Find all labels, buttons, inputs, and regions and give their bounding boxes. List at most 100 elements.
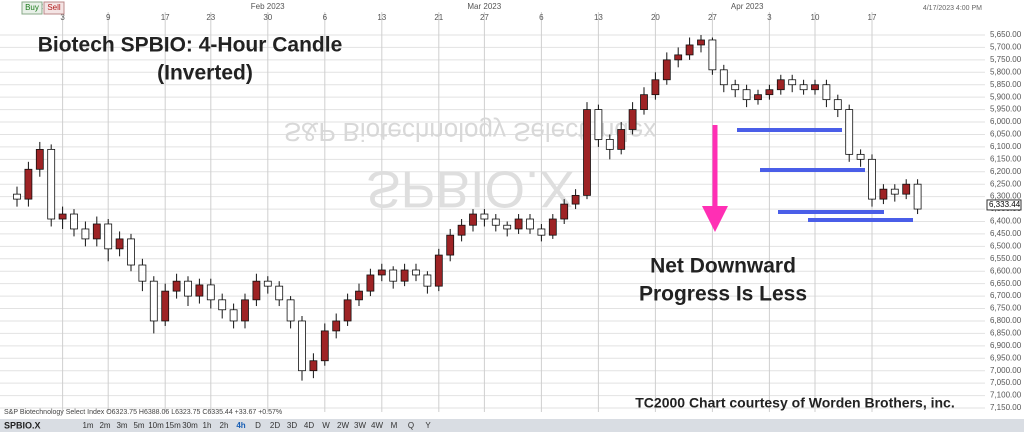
candle-body	[92, 223, 101, 240]
candle-body	[879, 188, 888, 200]
symbol[interactable]: SPBIO.X	[4, 420, 41, 430]
timeframe-button[interactable]: D	[255, 421, 261, 430]
timeframe-button[interactable]: 2m	[99, 421, 110, 430]
y-tick-label: 6,000.00	[990, 117, 1022, 126]
timeframe-button[interactable]: W	[322, 421, 330, 430]
y-tick-label: 6,250.00	[990, 179, 1022, 188]
y-tick-label: 6,200.00	[990, 167, 1022, 176]
candle-body	[560, 203, 569, 220]
timeframe-button[interactable]: 3m	[116, 421, 127, 430]
candle-body	[537, 228, 546, 236]
candle-body	[822, 84, 831, 101]
candle-body	[434, 254, 443, 287]
candle-body	[526, 218, 534, 230]
sell-button[interactable]	[43, 1, 65, 15]
timeframe-button[interactable]: Q	[408, 421, 414, 430]
candle-body	[890, 188, 899, 195]
candle-body	[81, 228, 90, 240]
x-tick-label: 3	[767, 13, 772, 22]
candle-body	[617, 129, 626, 150]
x-tick-label: 17	[161, 13, 170, 22]
candle-body	[184, 280, 192, 297]
timeframe-button[interactable]: 3W	[354, 421, 366, 430]
candle-body	[355, 290, 363, 301]
timeframe-button[interactable]: 1h	[203, 421, 212, 430]
candle-body	[138, 264, 147, 282]
y-tick-label: 5,650.00	[990, 30, 1022, 39]
y-tick-label: 6,650.00	[990, 279, 1022, 288]
candle-body	[697, 39, 705, 46]
y-tick-label: 5,750.00	[990, 55, 1022, 64]
candle-body	[47, 148, 56, 220]
candle-body	[400, 269, 409, 282]
x-group-label: Apr 2023	[731, 2, 764, 11]
candle-body	[902, 183, 911, 195]
candle-body	[423, 274, 432, 287]
candle-body	[104, 223, 113, 250]
candle-body	[845, 109, 854, 155]
timeframe-button[interactable]: 1m	[82, 421, 93, 430]
candle-body	[343, 299, 352, 322]
date-stamp: 4/17/2023 4:00 PM	[923, 5, 982, 12]
candle-body	[172, 280, 181, 292]
candle-body	[514, 218, 523, 230]
candle-body	[491, 218, 500, 226]
x-group-label: Mar 2023	[467, 2, 501, 11]
timeframe-button[interactable]: 10m	[148, 421, 164, 430]
buy-button[interactable]	[21, 1, 43, 15]
y-tick-label: 5,900.00	[990, 92, 1022, 101]
x-tick-label: 3	[60, 13, 65, 22]
x-tick-label: 13	[594, 13, 603, 22]
candle-body	[127, 238, 135, 266]
y-tick-label: 6,450.00	[990, 229, 1022, 238]
y-tick-label: 7,000.00	[990, 366, 1022, 375]
candle-body	[377, 269, 386, 276]
candle-body	[161, 290, 170, 322]
candle-body	[218, 299, 227, 311]
x-tick-label: 6	[323, 13, 328, 22]
x-tick-label: 6	[539, 13, 544, 22]
timeframe-button[interactable]: 4W	[371, 421, 383, 430]
timeframe-button[interactable]: 4h	[236, 421, 245, 430]
y-tick-label: 5,850.00	[990, 80, 1022, 89]
last-price-label: 6,333.44	[989, 200, 1021, 209]
timeframes: 1m 2m 3m 5m 10m 15m 30m 1h 2h 4h D 2D 3D 4D W 2W 3W 4W M Q Y	[82, 421, 431, 430]
candle-body	[58, 213, 67, 220]
candle-body	[776, 79, 785, 91]
candle-body	[366, 274, 375, 292]
candle-body	[605, 139, 614, 150]
candle-body	[628, 109, 637, 130]
timeframe-button[interactable]: 15m	[165, 421, 181, 430]
candle-body	[115, 238, 124, 250]
candle-body	[765, 89, 774, 96]
timeframe-button[interactable]: 2W	[337, 421, 349, 430]
timeframe-button[interactable]: 30m	[182, 421, 198, 430]
sell-label[interactable]: Sell	[47, 3, 61, 12]
chart-subtitle: (Inverted)	[157, 62, 253, 85]
candle-body	[457, 224, 466, 236]
x-tick-label: 21	[434, 13, 443, 22]
x-tick-label: 9	[106, 13, 111, 22]
y-tick-label: 6,550.00	[990, 254, 1022, 263]
timeframe-button[interactable]: Y	[425, 421, 431, 430]
candle-body	[298, 320, 306, 372]
candle-body	[594, 109, 603, 140]
timeframe-button[interactable]: 5m	[133, 421, 144, 430]
candle-body	[286, 299, 295, 322]
candle-body	[719, 69, 728, 86]
candle-body	[799, 84, 808, 91]
candle-body	[149, 280, 158, 322]
candle-body	[571, 194, 580, 205]
candle-body	[469, 213, 477, 226]
timeframe-button[interactable]: 2h	[220, 421, 229, 430]
buy-label[interactable]: Buy	[25, 3, 39, 12]
timeframe-button[interactable]: 4D	[304, 421, 314, 430]
candle-body	[263, 280, 272, 287]
timeframe-button[interactable]: 2D	[270, 421, 280, 430]
candle-body	[412, 269, 420, 276]
candle-body	[241, 299, 249, 322]
timeframe-button[interactable]: M	[391, 421, 398, 430]
timeframe-button[interactable]: 3D	[287, 421, 297, 430]
y-tick-label: 6,300.00	[990, 192, 1022, 201]
